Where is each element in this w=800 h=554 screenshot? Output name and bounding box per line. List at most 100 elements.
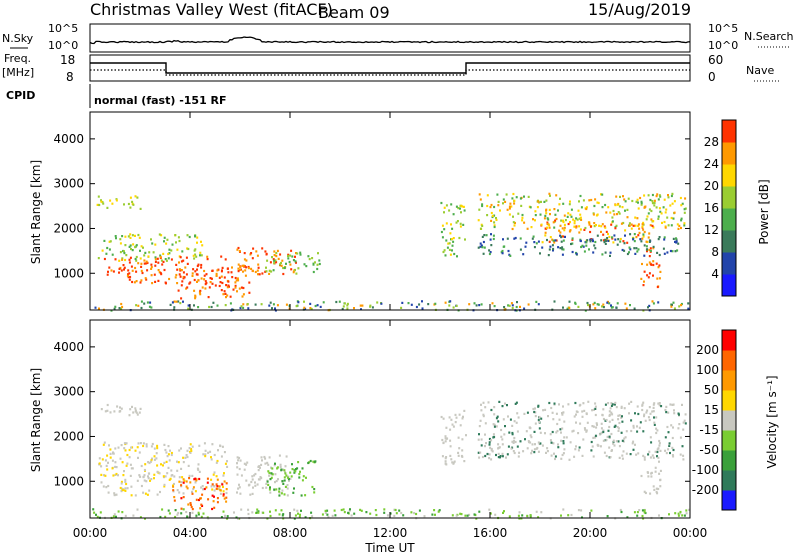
range-cell: [611, 403, 614, 406]
range-cell: [557, 246, 560, 249]
range-cell: [269, 478, 272, 481]
range-cell: [200, 503, 203, 506]
range-cell: [290, 268, 293, 271]
range-cell: [481, 224, 484, 227]
range-cell: [219, 444, 222, 447]
range-cell: [195, 255, 198, 258]
range-cell: [287, 254, 289, 258]
range-cell: [274, 481, 276, 484]
range-cell: [491, 302, 494, 305]
range-cell: [664, 436, 667, 439]
range-cell: [589, 238, 592, 241]
range-cell: [173, 482, 175, 486]
range-cell: [393, 508, 396, 511]
range-cell: [128, 245, 131, 248]
range-cell: [615, 406, 618, 409]
range-cell: [640, 240, 643, 243]
range-cell: [551, 411, 554, 414]
range-cell: [549, 245, 552, 248]
range-cell: [452, 213, 455, 216]
range-cell: [237, 270, 240, 273]
cpid-label: CPID: [6, 89, 35, 102]
range-cell: [134, 234, 136, 237]
range-cell: [451, 244, 454, 247]
range-cell: [229, 302, 232, 305]
range-cell: [505, 456, 507, 459]
range-cell: [178, 449, 181, 452]
range-cell: [276, 249, 279, 252]
range-cell: [451, 461, 454, 464]
range-cell: [250, 252, 253, 255]
range-cell: [448, 209, 451, 212]
range-cell: [128, 272, 131, 275]
range-cell: [123, 447, 126, 450]
range-cell: [523, 195, 525, 198]
colorbar-label: 20: [704, 179, 719, 193]
range-cell: [441, 438, 444, 442]
range-cell: [636, 198, 639, 201]
range-cell: [655, 262, 658, 265]
range-cell: [240, 305, 243, 308]
range-cell: [622, 240, 625, 243]
range-cell: [475, 304, 478, 307]
range-cell: [513, 420, 516, 423]
range-cell: [573, 455, 576, 458]
range-cell: [221, 445, 224, 448]
range-cell: [446, 246, 449, 249]
range-cell: [145, 262, 148, 265]
range-cell: [501, 252, 504, 255]
range-cell: [189, 443, 192, 446]
range-cell: [565, 436, 568, 439]
range-cell: [676, 249, 679, 252]
range-cell: [169, 449, 171, 452]
range-cell: [260, 463, 263, 466]
range-cell: [613, 444, 616, 447]
range-cell: [239, 268, 241, 271]
range-cell: [181, 476, 184, 479]
range-cell: [119, 486, 122, 490]
range-cell: [353, 307, 355, 310]
range-cell: [165, 460, 168, 463]
range-cell: [283, 469, 286, 472]
range-cell: [119, 406, 121, 409]
range-cell: [280, 509, 283, 512]
range-cell: [450, 458, 453, 461]
range-cell: [632, 424, 635, 427]
range-cell: [111, 253, 114, 256]
range-cell: [449, 428, 452, 431]
range-cell: [549, 213, 551, 216]
range-cell: [455, 205, 458, 208]
range-cell: [127, 276, 130, 279]
range-cell: [544, 234, 547, 237]
range-cell: [529, 515, 532, 518]
range-cell: [376, 301, 379, 304]
range-cell: [552, 221, 555, 224]
range-cell: [646, 215, 649, 218]
range-cell: [154, 260, 157, 263]
range-cell: [139, 475, 142, 478]
range-cell: [225, 482, 228, 485]
range-cell: [146, 301, 149, 304]
range-cell: [493, 221, 496, 224]
range-cell: [590, 449, 593, 452]
range-cell: [654, 450, 657, 453]
range-cell: [441, 236, 444, 239]
range-cell: [578, 231, 581, 234]
range-cell: [508, 205, 511, 208]
range-cell: [321, 513, 324, 516]
range-cell: [164, 448, 167, 452]
range-cell: [493, 224, 496, 227]
range-cell: [279, 463, 282, 466]
range-cell: [497, 204, 500, 207]
range-cell: [533, 430, 536, 433]
range-cell: [143, 259, 146, 262]
range-cell: [251, 511, 254, 514]
range-cell: [658, 460, 660, 463]
range-cell: [462, 415, 464, 418]
range-cell: [493, 305, 496, 308]
range-cell: [256, 269, 259, 272]
range-cell: [292, 271, 295, 274]
range-cell: [636, 250, 639, 253]
range-cell: [673, 409, 675, 412]
range-cell: [140, 279, 143, 282]
